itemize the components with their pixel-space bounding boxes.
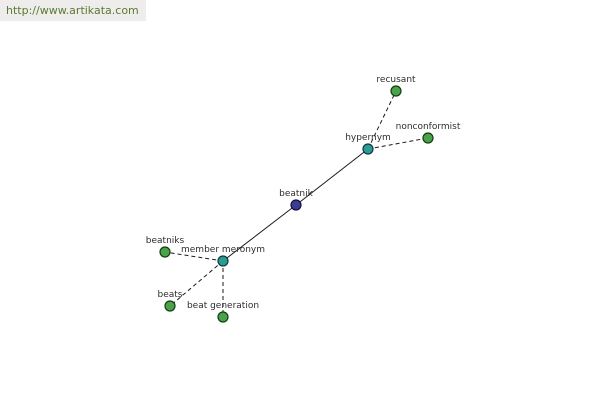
node-label-beatnik: beatnik xyxy=(279,189,313,199)
edge-hypernym-recusant xyxy=(367,90,397,150)
node-circle-beatniks[interactable] xyxy=(159,246,171,258)
node-circle-hypernym[interactable] xyxy=(362,143,374,155)
node-circle-beats[interactable] xyxy=(164,300,176,312)
node-circle-nonconformist[interactable] xyxy=(422,132,434,144)
url-text: http://www.artikata.com xyxy=(6,4,139,17)
node-circle-beat-generation[interactable] xyxy=(217,311,229,323)
edge-beatnik-hypernym xyxy=(295,148,369,206)
node-circle-recusant[interactable] xyxy=(390,85,402,97)
graph-node-member-meronym[interactable]: member meronym xyxy=(181,245,265,267)
node-label-beatniks: beatniks xyxy=(146,236,185,246)
url-bar[interactable]: http://www.artikata.com xyxy=(0,0,146,21)
node-label-beats: beats xyxy=(158,290,183,300)
node-label-hypernym: hypernym xyxy=(345,133,391,143)
node-label-nonconformist: nonconformist xyxy=(396,122,461,132)
node-label-beat-generation: beat generation xyxy=(187,301,259,311)
graph-node-beatniks[interactable]: beatniks xyxy=(146,236,185,258)
node-circle-member-meronym[interactable] xyxy=(217,255,229,267)
node-label-recusant: recusant xyxy=(376,75,416,85)
edge-member-meronym-beatnik xyxy=(222,204,297,262)
graph-node-recusant[interactable]: recusant xyxy=(376,75,416,97)
graph-node-beatnik[interactable]: beatnik xyxy=(279,189,314,211)
node-label-member-meronym: member meronym xyxy=(181,245,265,255)
edge-hypernym-nonconformist xyxy=(367,137,429,150)
edge-member-meronym-beatniks xyxy=(164,251,224,262)
node-circle-beatnik[interactable] xyxy=(290,199,302,211)
edge-member-meronym-beats xyxy=(169,260,224,307)
graph-node-beat-generation[interactable]: beat generation xyxy=(187,301,259,323)
graph-node-beats[interactable]: beats xyxy=(158,290,183,312)
graph-node-hypernym[interactable]: hypernym xyxy=(345,133,391,155)
graph-node-nonconformist[interactable]: nonconformist xyxy=(396,122,461,144)
